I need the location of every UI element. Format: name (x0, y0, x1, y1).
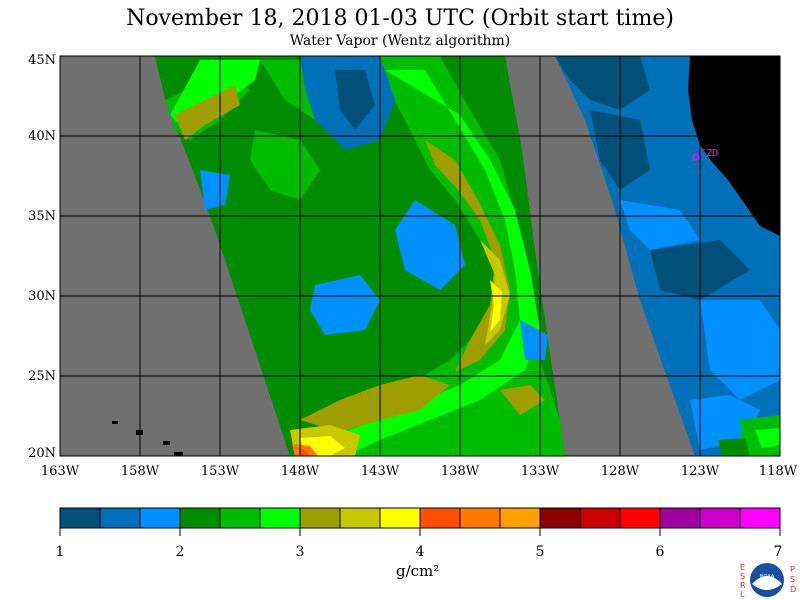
colorbar-segment (379, 507, 421, 529)
logo-letter: E (740, 563, 745, 572)
noaa-text: NOAA (760, 574, 775, 580)
colorbar-segment (619, 507, 661, 529)
colorbar-segment (219, 507, 261, 529)
colorbar-segment (499, 507, 541, 529)
longitude-labels: 163W 158W 153W 148W 143W 138W 133W 128W … (41, 464, 798, 479)
latitude-labels: 45N 40N 35N 30N 25N 20N (28, 53, 56, 461)
colorbar-tick-label: 6 (656, 544, 665, 560)
colorbar-segment (459, 507, 501, 529)
logo-letter: S (790, 575, 795, 584)
colorbar-segment (299, 507, 341, 529)
lon-label: 118W (759, 464, 798, 479)
lon-label: 128W (601, 464, 640, 479)
colorbar-tick-label: 5 (536, 544, 545, 560)
logo-letter: D (790, 585, 796, 594)
colorbar-segment (539, 507, 581, 529)
colorbar-tick-label: 4 (416, 544, 425, 560)
lon-label: 138W (441, 464, 480, 479)
colorbar-segment (259, 507, 301, 529)
colorbar-segment (739, 507, 781, 529)
map-frame (59, 55, 781, 457)
lat-label: 20N (28, 446, 56, 461)
colorbar-segment (99, 507, 141, 529)
lat-label: 40N (28, 129, 56, 144)
colorbar-tick-label: 2 (176, 544, 185, 560)
lon-label: 163W (41, 464, 80, 479)
colorbar-tick-labels: 1 2 3 4 5 6 7 (56, 544, 783, 560)
colorbar-tick-label: 1 (56, 544, 65, 560)
lon-label: 148W (281, 464, 320, 479)
lon-label: 123W (681, 464, 720, 479)
left-swath (155, 56, 565, 456)
lat-label: 30N (28, 289, 56, 304)
map-subtitle: Water Vapor (Wentz algorithm) (289, 33, 511, 49)
lon-label: 153W (201, 464, 240, 479)
noaa-esrl-psd-logo: E S R L NOAA P S D (740, 563, 796, 599)
station-marker (692, 153, 700, 161)
lon-label: 158W (121, 464, 160, 479)
logo-letter: R (740, 581, 746, 590)
lat-label: 25N (28, 369, 56, 384)
colorbar-segment (419, 507, 461, 529)
colorbar-segment (179, 507, 221, 529)
colorbar-segment (699, 507, 741, 529)
colorbar-segment (59, 507, 101, 529)
noaa-bird-icon (752, 576, 782, 590)
land-mass (688, 56, 780, 236)
colorbar-segment (579, 507, 621, 529)
lat-label: 35N (28, 209, 56, 224)
logo-letter: L (740, 590, 745, 599)
map-grid (60, 56, 780, 456)
logo-letter: P (790, 565, 795, 574)
map-title: November 18, 2018 01-03 UTC (Orbit start… (126, 6, 674, 31)
colorbar-tick-label: 3 (296, 544, 305, 560)
lon-label: 143W (361, 464, 400, 479)
colorbar-units: g/cm² (396, 562, 440, 580)
lon-label: 133W (521, 464, 560, 479)
colorbar-segment (339, 507, 381, 529)
colorbar (59, 507, 781, 536)
colorbar-segment (659, 507, 701, 529)
logo-letter: S (740, 572, 745, 581)
lat-label: 45N (28, 53, 56, 68)
station-label: CZD (700, 148, 718, 159)
colorbar-segment (139, 507, 181, 529)
colorbar-tick-label: 7 (774, 544, 783, 560)
